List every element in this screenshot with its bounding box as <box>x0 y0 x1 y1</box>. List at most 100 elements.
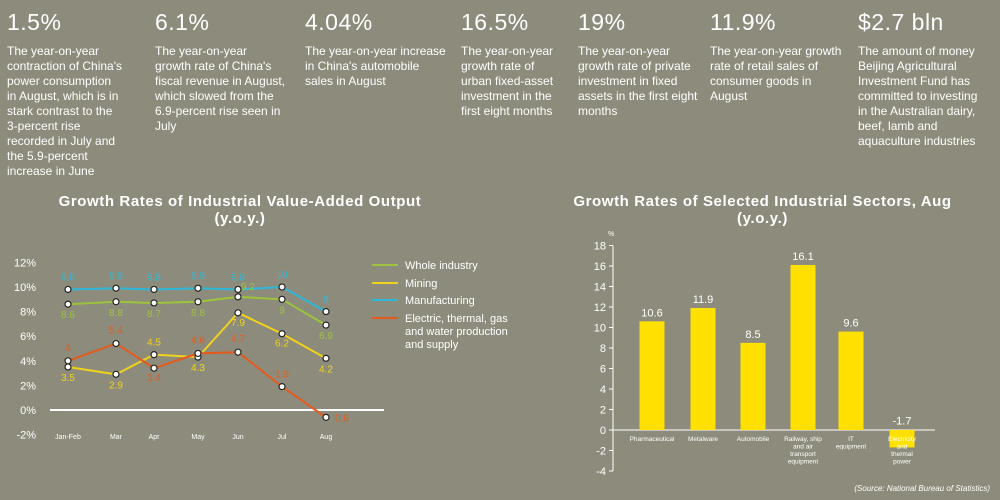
bar-value-label: 10.6 <box>641 307 662 319</box>
data-point <box>112 339 120 348</box>
data-label: 3.4 <box>147 373 161 384</box>
stat-description: The year-on-year growth rate of urban fi… <box>461 44 571 119</box>
bar-value-label: -1.7 <box>893 415 912 427</box>
line-chart-subtitle: (y.o.y.) <box>214 210 266 227</box>
stat-value: 19% <box>578 9 626 35</box>
data-point <box>194 284 202 292</box>
data-point <box>278 283 286 291</box>
legend-label: Whole industry <box>405 260 478 272</box>
desc-line: The year-on-year <box>578 44 671 58</box>
y-tick-label: 6 <box>600 364 606 376</box>
data-label: 4.2 <box>319 364 333 375</box>
source-note: (Source: National Bureau of Statistics) <box>854 484 990 493</box>
category-label: Pharmaceutical <box>630 436 675 443</box>
desc-line: Investment Fund has <box>858 74 971 88</box>
y-tick-label: 10% <box>14 282 36 294</box>
y-tick-label: 4 <box>600 384 606 396</box>
stat-value: 11.9% <box>710 9 777 35</box>
desc-line: first eight months <box>461 104 553 118</box>
category-label: Railway, ship <box>784 436 822 443</box>
y-tick-label: 12% <box>14 257 36 269</box>
legend-label: Mining <box>405 278 437 290</box>
desc-line: the 5.9-percent <box>7 149 88 163</box>
stat-automobile-sales: 4.04% The year-on-year increase in China… <box>305 8 455 89</box>
stat-retail-sales: 11.9% The year-on-year growth rate of re… <box>710 8 850 104</box>
legend-label: and supply <box>405 339 459 351</box>
data-point <box>322 321 330 329</box>
data-point <box>234 309 242 317</box>
y-tick-label: 0% <box>20 405 36 417</box>
stat-value: 6.1% <box>155 9 210 35</box>
data-point <box>112 284 120 292</box>
line-chart: 12% 10% 8% 6% 4% 2% 0% -2% Jan-Feb Mar Apr May Jun Ju… <box>14 257 384 442</box>
y-tick-label: 14 <box>594 282 606 294</box>
category-label: Electricity <box>888 436 917 443</box>
desc-line: contraction of China's <box>7 59 123 73</box>
desc-line: The year-on-year increase <box>305 44 446 58</box>
legend-label: and water production <box>405 326 508 338</box>
desc-line: The year-on-year <box>461 44 554 58</box>
desc-line: stark contrast to the <box>7 104 113 118</box>
desc-line: investment in the <box>461 89 552 103</box>
y-tick-label: 12 <box>594 302 606 314</box>
desc-line: The amount of money <box>858 44 975 58</box>
data-label: 4.6 <box>191 335 205 346</box>
line-chart-legend: Whole industry Mining Manufacturing Electri… <box>372 260 508 351</box>
desc-line: power consumption <box>7 74 112 88</box>
data-label: 7.9 <box>231 318 245 329</box>
desc-line: fiscal revenue in August, <box>155 74 286 88</box>
data-point <box>112 298 120 306</box>
desc-line: investment in fixed <box>578 74 678 88</box>
data-label: 8.7 <box>147 309 161 320</box>
y-tick-label: -2 <box>596 446 606 458</box>
data-point <box>234 285 242 294</box>
data-label: 5.4 <box>109 326 123 337</box>
stat-description: The year-on-year growth rate of private … <box>578 44 703 119</box>
data-label: 9.8 <box>231 272 245 283</box>
data-point <box>278 330 286 338</box>
desc-line: assets in the first eight <box>578 89 698 103</box>
data-point <box>150 299 158 307</box>
desc-line: aquaculture industries <box>858 134 976 148</box>
legend-label: Electric, thermal, gas <box>405 313 508 325</box>
stat-value: 1.5% <box>7 9 62 35</box>
desc-line: July <box>155 119 177 133</box>
desc-line: in China's automobile <box>305 59 420 73</box>
desc-line: Beijing Agricultural <box>858 59 957 73</box>
desc-line: 6.9-percent rise seen in <box>155 104 281 118</box>
data-label: 9.2 <box>241 282 255 293</box>
category-label: transport <box>790 451 816 458</box>
y-tick-label: 2% <box>20 380 36 392</box>
data-label: 4 <box>65 343 71 354</box>
desc-line: which slowed from the <box>155 89 274 103</box>
category-label: and <box>897 444 908 451</box>
data-point <box>112 370 120 378</box>
y-tick-label: 18 <box>594 241 606 253</box>
data-point <box>150 364 158 372</box>
data-point <box>194 349 202 358</box>
stat-description: The year-on-year contraction of China's … <box>7 44 147 179</box>
category-label: thermal <box>891 451 913 458</box>
category-label: equipment <box>788 459 819 466</box>
y-tick-label: -2% <box>16 430 36 442</box>
category-label: Metalware <box>688 436 718 443</box>
data-label: 9.8 <box>147 272 161 283</box>
data-point <box>64 363 72 371</box>
category-label: and air <box>793 444 814 451</box>
desc-line: growth rate of <box>461 59 535 73</box>
data-label: 9 <box>279 305 285 316</box>
bar-value-label: 9.6 <box>843 318 858 330</box>
desc-line: recorded in July and <box>7 134 116 148</box>
stat-agricultural-fund: $2.7 bln The amount of money Beijing Agr… <box>858 8 998 149</box>
bar-value-label: 8.5 <box>745 329 760 341</box>
data-label: 6.2 <box>275 339 289 350</box>
bar-chart-title: Growth Rates of Selected Industrial Sect… <box>540 193 985 227</box>
desc-line: The year-on-year <box>155 44 248 58</box>
y-tick-label: 10 <box>594 323 606 335</box>
data-label: 8 <box>323 295 329 306</box>
y-tick-label: 6% <box>20 331 36 343</box>
desc-line: 3-percent rise <box>7 119 81 133</box>
data-point <box>322 413 330 421</box>
category-label: equipment <box>836 444 867 451</box>
